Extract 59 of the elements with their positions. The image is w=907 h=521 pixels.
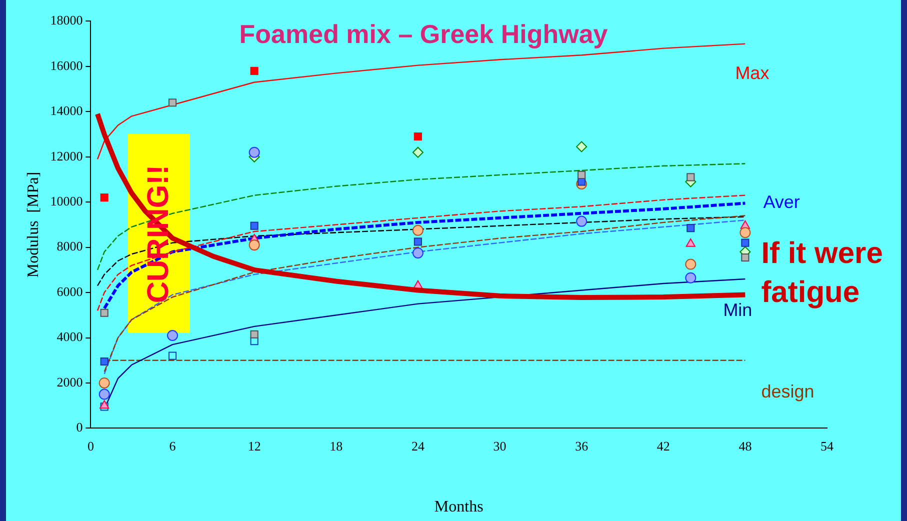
- chart-title: Foamed mix – Greek Highway: [239, 18, 608, 49]
- point: [685, 258, 696, 270]
- point: [100, 308, 108, 317]
- y-tick-label: 18000: [50, 12, 83, 28]
- point: [576, 141, 588, 152]
- point: [250, 66, 258, 75]
- point: [412, 146, 424, 158]
- x-tick-label: 12: [248, 438, 261, 454]
- x-tick-label: 24: [411, 438, 425, 454]
- point: [100, 357, 108, 366]
- point: [576, 216, 588, 227]
- point: [100, 400, 110, 409]
- point: [100, 194, 108, 202]
- point: [250, 330, 258, 338]
- point: [414, 132, 422, 141]
- y-tick-label: 6000: [56, 284, 83, 299]
- x-tick-label: 54: [820, 438, 834, 454]
- x-tick-label: 36: [575, 438, 589, 454]
- point: [168, 98, 177, 107]
- series-label: design: [761, 381, 814, 402]
- y-tick-label: 14000: [50, 103, 83, 118]
- y-tick-label: 10000: [50, 194, 83, 209]
- x-tick-label: 48: [738, 438, 752, 454]
- x-tick-label: 6: [169, 438, 176, 454]
- point: [414, 238, 422, 246]
- y-tick-label: 12000: [50, 148, 83, 164]
- y-tick-label: 16000: [50, 58, 83, 73]
- series-label: Max: [735, 62, 770, 83]
- y-tick-label: 8000: [56, 238, 83, 254]
- annotation: CURING!!: [142, 164, 176, 303]
- y-axis-title: Modulus [MPa]: [24, 172, 42, 278]
- series-label: Aver: [763, 192, 800, 212]
- point: [248, 146, 260, 158]
- point: [685, 272, 696, 284]
- point: [412, 224, 424, 236]
- point: [686, 173, 695, 182]
- series-label: Min: [723, 300, 752, 320]
- y-tick-label: 2000: [56, 374, 83, 390]
- point: [686, 238, 696, 247]
- point: [686, 224, 695, 232]
- x-tick-label: 30: [493, 438, 506, 454]
- point: [741, 253, 750, 262]
- x-axis-title: Months: [434, 498, 484, 516]
- point: [412, 247, 424, 258]
- y-tick-label: 4000: [56, 329, 83, 344]
- point: [740, 227, 751, 238]
- point: [168, 352, 177, 360]
- point: [98, 388, 110, 400]
- point: [578, 170, 586, 179]
- point: [98, 377, 110, 388]
- point: [741, 238, 750, 247]
- point: [248, 240, 260, 251]
- point: [250, 222, 258, 230]
- y-tick-label: 0: [76, 420, 83, 435]
- series-label: If it were fatigue: [761, 237, 883, 310]
- x-tick-label: 42: [656, 438, 670, 454]
- x-tick-label: 18: [330, 438, 343, 454]
- point: [167, 330, 178, 341]
- x-tick-label: 0: [87, 438, 94, 454]
